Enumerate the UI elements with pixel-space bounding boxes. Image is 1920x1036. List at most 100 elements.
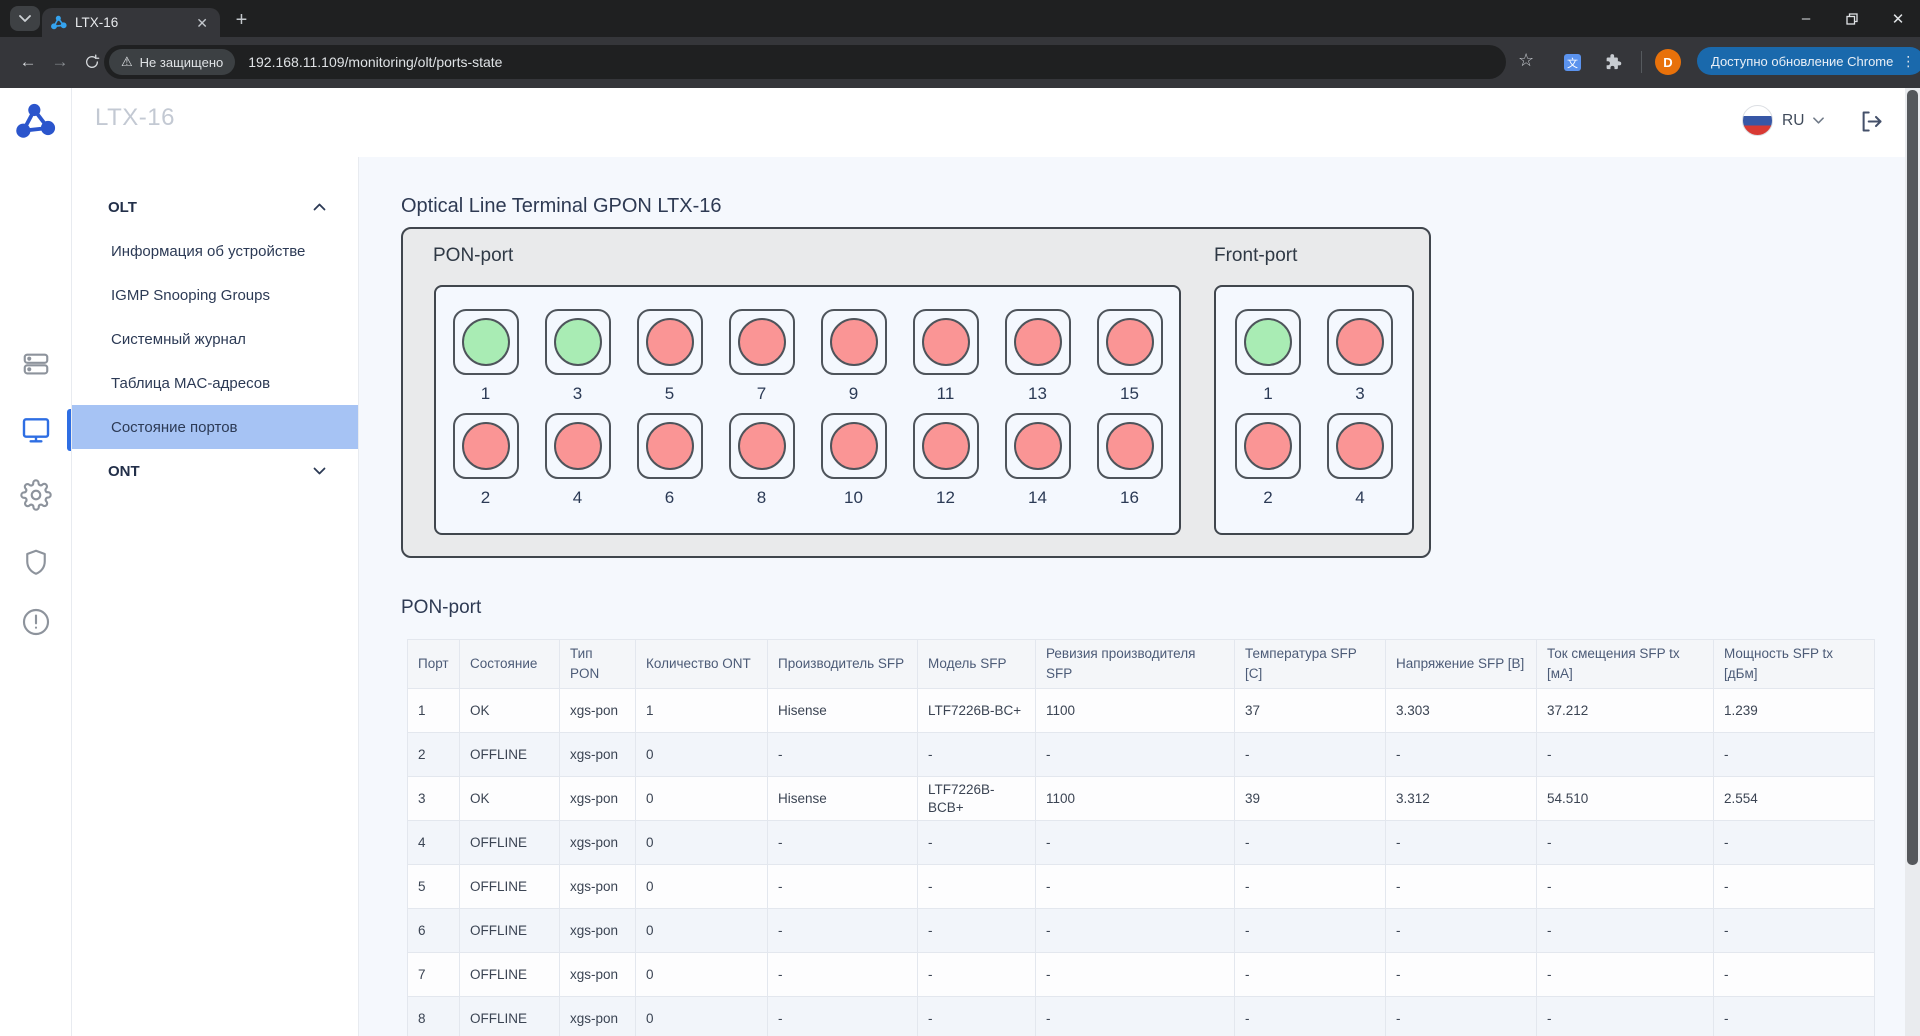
security-label: Не защищено — [139, 54, 224, 70]
port-indicator — [820, 413, 887, 479]
table-cell: - — [1536, 864, 1714, 910]
port-indicator — [728, 413, 795, 479]
port-indicator — [636, 309, 703, 375]
sidebar-item[interactable]: IGMP Snooping Groups — [111, 286, 270, 304]
port-indicator — [820, 309, 887, 375]
table-cell: 3.312 — [1385, 775, 1537, 822]
table-cell: 1 — [635, 688, 768, 733]
chrome-update-button[interactable]: Доступно обновление Chrome ⋮ — [1697, 47, 1920, 75]
table-cell: xgs-pon — [559, 908, 636, 954]
language-selector[interactable]: RU — [1742, 105, 1825, 136]
device-panel: PON-port 1 3 5 7 9 11 13 15 2 4 6 8 10 12 14 16 Front-p… — [401, 227, 1431, 558]
table-row: 8 OFFLINE xgs-pon 0- - - - - - - — [407, 996, 1875, 1036]
port-number-label: 3 — [1355, 384, 1365, 403]
table-row: 2 OFFLINE xgs-pon 0- - - - - - - — [407, 732, 1875, 777]
table-row: 5 OFFLINE xgs-pon 0- - - - - - - — [407, 864, 1875, 910]
port-number-label: 9 — [848, 384, 859, 403]
table-cell: - — [767, 952, 918, 998]
table-cell: - — [1035, 820, 1235, 866]
security-shield-icon[interactable] — [19, 545, 53, 579]
bookmark-star-icon[interactable]: ☆ — [1518, 50, 1535, 70]
table-cell: - — [1035, 864, 1235, 910]
table-cell: 54.510 — [1536, 775, 1714, 822]
port-number-label: 12 — [936, 488, 955, 507]
url-text: 192.168.11.109/monitoring/olt/ports-stat… — [248, 54, 503, 70]
table-cell: - — [1035, 996, 1235, 1036]
new-tab-button[interactable]: + — [235, 9, 248, 31]
settings-gear-icon[interactable] — [19, 478, 53, 512]
table-cell: 4 — [407, 820, 460, 866]
forward-button[interactable]: → — [51, 52, 69, 71]
table-cell: - — [1713, 732, 1875, 777]
chevron-down-icon — [1813, 117, 1825, 124]
port-number-label: 6 — [664, 488, 675, 507]
port-number-label: 13 — [1028, 384, 1047, 403]
servers-nav-icon[interactable] — [19, 347, 53, 381]
table-cell: OFFLINE — [459, 952, 560, 998]
table-cell: - — [1234, 996, 1386, 1036]
table-cell: 1.239 — [1713, 688, 1875, 733]
table-cell: OFFLINE — [459, 996, 560, 1036]
table-cell: - — [1234, 952, 1386, 998]
table-cell: OK — [459, 688, 560, 733]
port-indicator — [1096, 413, 1163, 479]
window-restore-button[interactable] — [1844, 11, 1860, 27]
browser-menu-dots-icon[interactable]: ⋮ — [1901, 52, 1916, 69]
table-row: 6 OFFLINE xgs-pon 0- - - - - - - — [407, 908, 1875, 954]
port-status-dot — [737, 318, 786, 366]
table-cell: - — [1536, 732, 1714, 777]
table-cell: 6 — [407, 908, 460, 954]
sidebar-section-olt[interactable]: OLT — [72, 185, 358, 229]
logout-button[interactable] — [1858, 108, 1885, 135]
window-close-button[interactable]: ✕ — [1891, 10, 1905, 28]
port-status-dot — [1105, 318, 1154, 366]
tab-title: LTX-16 — [75, 15, 119, 30]
warning-icon: ⚠ — [121, 54, 133, 69]
browser-address-bar: ← → ⚠ Не защищено 192.168.11.109/monitor… — [0, 37, 1920, 88]
sidebar-item[interactable]: Состояние портов — [72, 405, 358, 449]
profile-avatar[interactable]: D — [1655, 49, 1681, 75]
table-cell: - — [1234, 820, 1386, 866]
extensions-puzzle-icon[interactable] — [1604, 53, 1622, 71]
url-omnibox[interactable]: ⚠ Не защищено 192.168.11.109/monitoring/… — [104, 45, 1506, 79]
port-number-label: 8 — [756, 488, 767, 507]
table-cell: xgs-pon — [559, 952, 636, 998]
table-column-header: Напряжение SFP [B] — [1385, 639, 1537, 689]
scrollbar-thumb[interactable] — [1907, 90, 1918, 865]
chevron-down-icon — [313, 467, 326, 475]
browser-tab[interactable]: LTX-16 ✕ — [42, 8, 220, 37]
translate-icon[interactable]: 文 — [1564, 54, 1581, 71]
table-cell: OFFLINE — [459, 820, 560, 866]
tab-close-icon[interactable]: ✕ — [196, 14, 208, 31]
port-number-label: 2 — [480, 488, 491, 507]
window-minimize-button[interactable]: – — [1801, 10, 1811, 27]
chevron-up-icon — [313, 203, 326, 211]
table-cell: 0 — [635, 775, 768, 822]
device-title: LTX-16 — [95, 104, 175, 131]
port-status-dot — [1336, 318, 1384, 366]
sidebar-section-label: OLT — [108, 198, 137, 216]
table-column-header: Мощность SFP tx [дБм] — [1713, 639, 1875, 689]
table-cell: - — [1385, 820, 1537, 866]
monitoring-nav-icon[interactable] — [19, 413, 53, 447]
port-indicator — [728, 309, 795, 375]
alerts-nav-icon[interactable] — [19, 605, 53, 639]
page-title: Optical Line Terminal GPON LTX-16 — [401, 195, 722, 217]
sidebar-item[interactable]: Системный журнал — [111, 330, 246, 348]
sidebar-menu: OLT Информация об устройстве IGMP Snooping… — [72, 157, 358, 1036]
table-column-header: Состояние — [459, 639, 560, 689]
table-column-header: Модель SFP — [917, 639, 1036, 689]
site-security-chip[interactable]: ⚠ Не защищено — [109, 49, 236, 75]
sidebar-section-ont[interactable]: ONT — [72, 449, 358, 493]
table-cell: - — [1713, 908, 1875, 954]
table-cell: - — [1713, 996, 1875, 1036]
back-button[interactable]: ← — [19, 52, 37, 71]
table-cell: 0 — [635, 952, 768, 998]
tab-search-button[interactable] — [10, 6, 40, 31]
sidebar-item[interactable]: Таблица MAC-адресов — [111, 374, 271, 392]
table-cell: - — [767, 996, 918, 1036]
table-cell: - — [917, 820, 1036, 866]
sidebar-item[interactable]: Информация об устройстве — [111, 242, 306, 260]
port-status-dot — [461, 318, 510, 366]
reload-button[interactable] — [78, 48, 106, 76]
